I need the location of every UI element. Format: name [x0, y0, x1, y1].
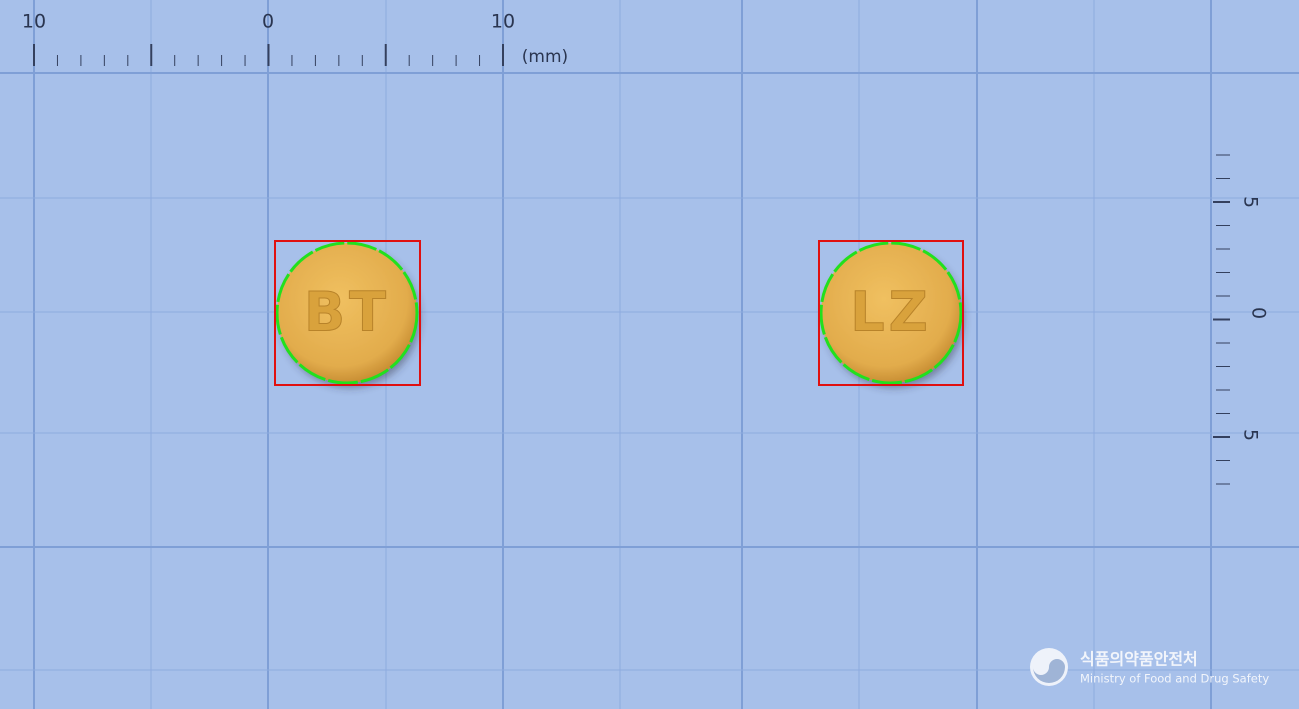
pill-body: [821, 243, 961, 383]
ruler-label: 0: [262, 11, 274, 33]
bounding-box: [274, 240, 421, 386]
pill: BT: [274, 240, 421, 386]
ruler: 10 0 10 (mm) 5 0 5: [22, 11, 1270, 485]
imprint: LZ: [850, 281, 932, 344]
imprint: BT: [304, 281, 390, 344]
logo-english: Ministry of Food and Drug Safety: [1080, 672, 1269, 686]
pill-outline: [275, 241, 419, 385]
pill-outline: [819, 241, 963, 385]
bounding-box: [818, 240, 964, 386]
ruler-label: 10: [491, 11, 515, 33]
ruler-label: 5: [1240, 429, 1262, 441]
logo-swirl: [1033, 659, 1065, 683]
pill-body: [277, 243, 417, 383]
ruler-label: 5: [1240, 196, 1262, 208]
ruler-unit: (mm): [522, 47, 568, 67]
ruler-label: 10: [22, 11, 46, 33]
logo-korean: 식품의약품안전처: [1080, 650, 1198, 669]
logo: 식품의약품안전처 Ministry of Food and Drug Safet…: [1030, 648, 1269, 686]
pill: LZ: [818, 240, 964, 386]
ruler-label: 0: [1248, 307, 1270, 319]
